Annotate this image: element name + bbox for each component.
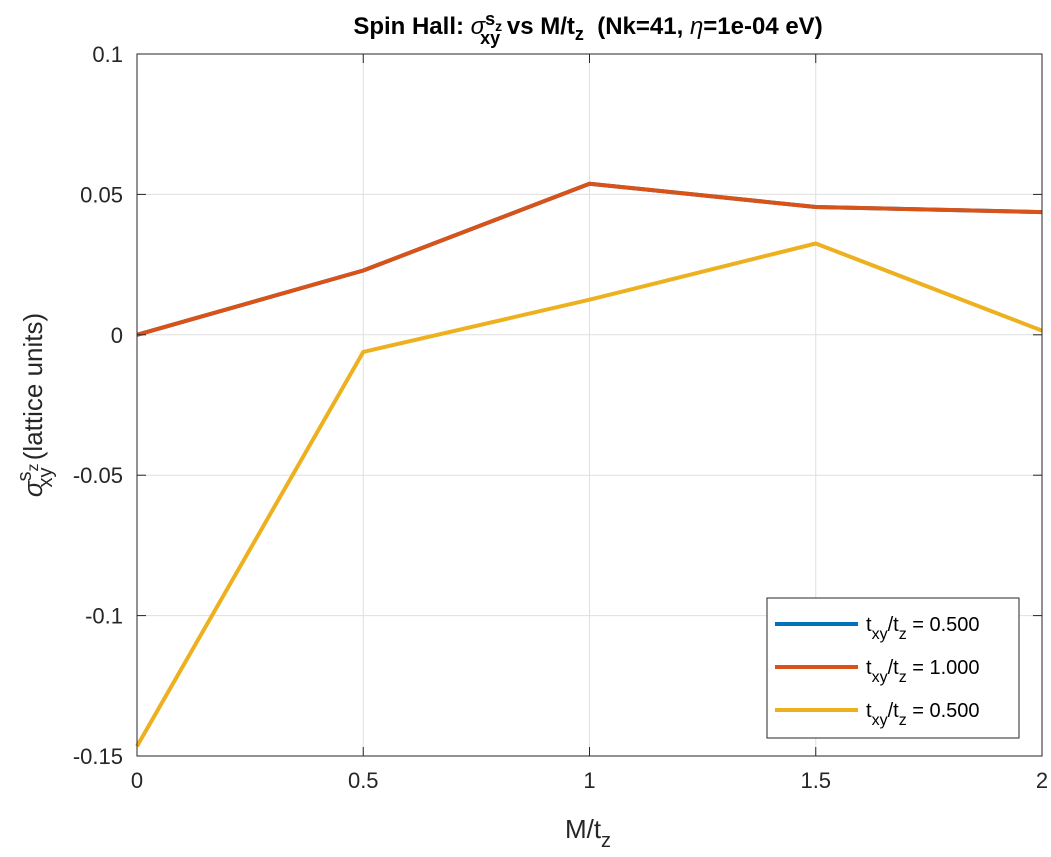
legend-label-3: txy/tz = 0.500	[866, 700, 980, 729]
x-tick-label: 2	[1036, 768, 1048, 793]
y-axis-label: σszxy (lattice units)	[14, 313, 57, 497]
series-lines	[135, 181, 1043, 748]
y-tick-label: 0.1	[92, 42, 123, 67]
tick-marks	[136, 53, 1043, 757]
legend: txy/tz = 0.500 txy/tz = 1.000 txy/tz = 0.5…	[766, 597, 1020, 739]
chart-title: Spin Hall: σsz xy vs M/tz (Nk=41, η=1e-04…	[353, 9, 822, 48]
legend-label-2: txy/tz = 1.000	[866, 657, 980, 686]
y-tick-label: 0	[111, 323, 123, 348]
series-line-3	[135, 241, 1043, 748]
series-line-2	[136, 181, 1043, 337]
legend-label-1: txy/tz = 0.500	[866, 614, 980, 643]
x-tick-label: 0.5	[348, 768, 379, 793]
x-axis-label: M/tz	[565, 814, 611, 852]
x-tick-label: 1	[583, 768, 595, 793]
x-tick-labels: 0 0.5 1 1.5 2	[131, 768, 1048, 793]
y-tick-label: -0.1	[85, 604, 123, 629]
y-tick-label: 0.05	[80, 182, 123, 207]
x-tick-label: 1.5	[800, 768, 831, 793]
y-tick-label: -0.15	[73, 744, 123, 769]
y-tick-label: -0.05	[73, 463, 123, 488]
y-tick-labels: -0.15 -0.1 -0.05 0 0.05 0.1	[73, 42, 123, 769]
x-tick-label: 0	[131, 768, 143, 793]
